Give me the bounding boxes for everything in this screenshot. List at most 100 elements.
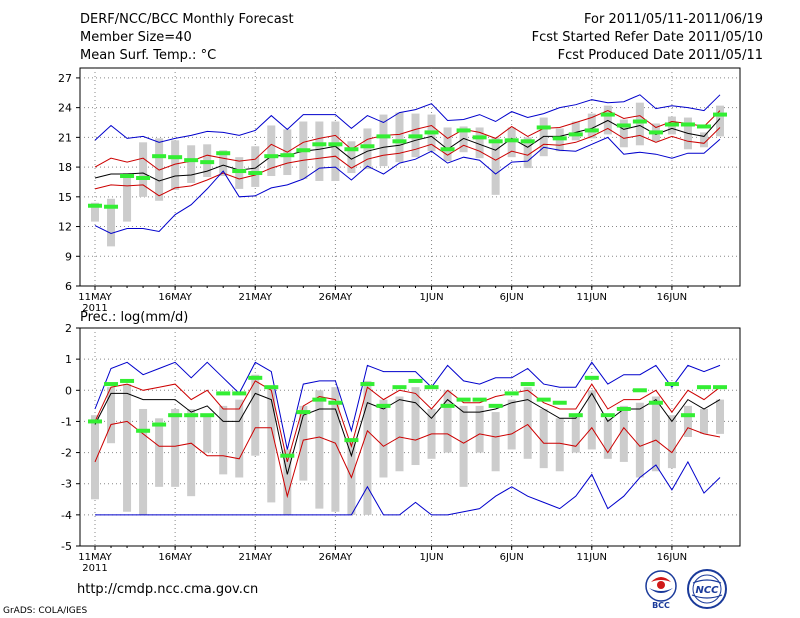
prec-spread-box: [523, 387, 532, 459]
prec-spread-box: [123, 384, 132, 512]
prec-median-marker: [696, 385, 711, 390]
temp-median-marker: [616, 123, 631, 128]
temp-median-marker: [184, 158, 199, 163]
prec-xtick-label: 16JUN: [657, 552, 687, 563]
prec-spread-box: [299, 405, 308, 481]
produced-date-label: Fcst Produced Date 2011/05/11: [557, 48, 763, 63]
temp-ytick-label: 21: [58, 131, 72, 144]
prec-median-marker: [552, 400, 567, 405]
forecast-period-label: For 2011/05/11-2011/06/19: [584, 12, 763, 27]
temp-spread-box: [219, 150, 228, 177]
temp-spread-box: [587, 113, 596, 139]
temp-xtick-label: 26MAY: [319, 292, 353, 303]
temp-spread-box: [123, 173, 132, 222]
prec-median-marker: [408, 378, 423, 383]
temp-median-marker: [632, 119, 647, 124]
prec-median-marker: [568, 413, 583, 418]
prec-spread-box: [379, 399, 388, 478]
member-size-label: Member Size=40: [80, 30, 192, 45]
prec-spread-box: [139, 408, 148, 515]
prec-panel-title: Prec.: log(mm/d): [80, 310, 188, 325]
temp-spread-box: [379, 114, 388, 167]
prec-xtick-label: 1JUN: [419, 552, 443, 563]
source-url[interactable]: http://cmdp.ncc.cma.gov.cn: [77, 582, 259, 597]
prec-spread-box: [251, 374, 260, 456]
prec-spread-box: [91, 415, 99, 500]
temp-median-marker: [120, 174, 135, 179]
prec-ytick-label: -4: [61, 509, 72, 522]
temp-median-marker: [504, 138, 519, 143]
temp-median-marker: [713, 112, 727, 117]
temp-median-marker: [360, 144, 375, 149]
prec-median-marker: [536, 397, 551, 402]
prec-plot-frame: [79, 327, 741, 547]
temp-ytick-label: 6: [65, 280, 72, 293]
temp-median-marker: [296, 148, 311, 153]
temp-series-max: [94, 94, 721, 143]
prec-median-marker: [216, 391, 231, 396]
prec-spread-box: [411, 387, 420, 466]
temp-xtick-label: 11JUN: [577, 292, 607, 303]
prec-median-marker: [136, 428, 151, 433]
temp-ytick-label: 24: [58, 102, 72, 115]
prec-spread-box: [491, 412, 500, 472]
temp-ytick-label: 9: [65, 250, 72, 263]
temp-median-marker: [696, 124, 711, 129]
prec-spread-box: [219, 405, 228, 475]
prec-median-marker: [280, 453, 295, 458]
prec-spread-box: [107, 387, 116, 444]
temp-ytick-label: 18: [58, 161, 72, 174]
temp-median-marker: [600, 112, 615, 117]
temp-spread-box: [251, 146, 260, 187]
temp-plot-frame: [79, 67, 741, 287]
prec-median-marker: [392, 385, 407, 390]
prec-xtick-label: 26MAY: [319, 552, 353, 563]
prec-spread-box: [603, 418, 612, 459]
prec-spread-box: [363, 380, 372, 515]
prec-ytick-label: 1: [65, 353, 72, 366]
prec-spread-box: [171, 408, 180, 487]
prec-spread-box: [699, 408, 708, 434]
temp-median-marker: [248, 171, 263, 176]
temp-median-marker: [472, 135, 487, 140]
variable-label: Mean Surf. Temp.: °C: [80, 48, 217, 63]
temp-median-marker: [488, 139, 503, 144]
temp-median-marker: [216, 151, 231, 156]
prec-spread-box: [315, 390, 324, 509]
temp-spread-box: [315, 121, 324, 181]
temp-median-marker: [568, 132, 583, 137]
temp-spread-box: [395, 112, 404, 163]
prec-median-marker: [312, 397, 327, 402]
prec-median-marker: [184, 413, 199, 418]
prec-ytick-label: -3: [61, 478, 72, 491]
temp-spread-box: [331, 121, 340, 181]
temp-spread-box: [459, 126, 468, 153]
temp-xtick-label: 16JUN: [657, 292, 687, 303]
prec-spread-box: [587, 390, 596, 450]
temp-spread-box: [571, 121, 580, 141]
prec-spread-box: [203, 415, 212, 453]
prec-median-marker: [616, 406, 631, 411]
prec-median-marker: [600, 413, 615, 418]
prec-spread-box: [443, 390, 452, 453]
bcc-logo-icon: BCC: [645, 570, 677, 610]
prec-median-marker: [632, 388, 647, 393]
prec-spread-box: [619, 405, 628, 462]
prec-spread-box: [716, 399, 724, 434]
prec-spread-box: [571, 415, 580, 453]
prec-series-mean: [94, 392, 721, 475]
temp-spread-box: [363, 128, 372, 170]
grads-credit: GrADS: COLA/IGES: [3, 606, 88, 616]
prec-median-marker: [488, 403, 503, 408]
prec-series-max: [94, 361, 721, 450]
temp-xtick-label: 11MAY: [78, 292, 112, 303]
prec-median-marker: [504, 391, 519, 396]
prec-median-marker: [713, 385, 727, 390]
prec-xtick-label: 21MAY: [238, 552, 272, 563]
temp-ytick-label: 15: [58, 191, 72, 204]
prec-median-marker: [376, 403, 391, 408]
temp-median-marker: [424, 130, 439, 135]
temp-median-marker: [440, 147, 455, 152]
temp-median-marker: [312, 142, 327, 147]
